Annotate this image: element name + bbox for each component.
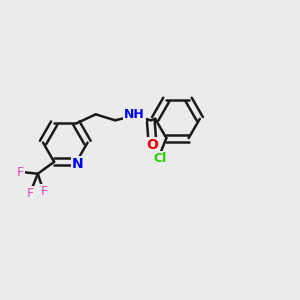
Text: Cl: Cl bbox=[154, 152, 167, 165]
Text: O: O bbox=[146, 138, 158, 152]
Text: F: F bbox=[27, 187, 34, 200]
Text: F: F bbox=[17, 166, 24, 179]
Text: F: F bbox=[41, 185, 48, 198]
Text: NH: NH bbox=[124, 108, 145, 122]
Text: N: N bbox=[72, 157, 84, 171]
